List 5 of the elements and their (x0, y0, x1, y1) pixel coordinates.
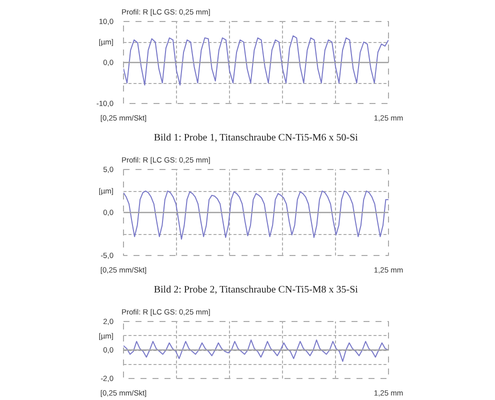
text: Bild 1: Probe 1, Titanschraube CN-Ti5-M6 x 50-Si (154, 132, 358, 144)
text: Bild 2: Probe 2, Titanschraube CN-Ti5-M8 x 35-Si (154, 284, 358, 296)
line-series (124, 340, 388, 362)
line-series (124, 35, 388, 86)
line-series (124, 190, 388, 240)
